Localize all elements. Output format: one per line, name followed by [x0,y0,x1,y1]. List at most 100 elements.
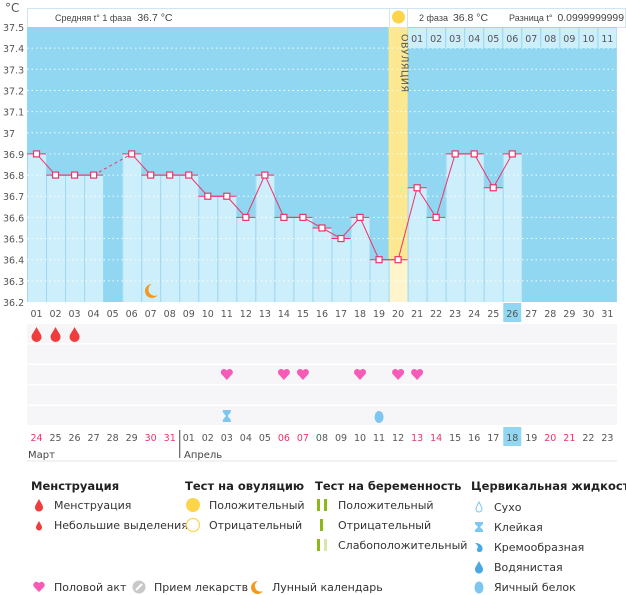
cycle-day-label: 27 [525,309,537,320]
calendar-date-label: 31 [164,433,176,444]
legend-label: Водянистая [494,560,563,574]
empty-drop-icon [475,500,483,513]
legend-cervical-title: Цервикальная жидкость [471,479,626,493]
temperature-point [242,213,250,221]
heart-icon [33,581,45,592]
calendar-date-label: 13 [411,433,423,444]
next-cycle-day-label: 06 [506,34,518,45]
calendar-date-label: 21 [563,433,575,444]
temperature-bar [46,175,66,302]
cycle-day-label: 18 [354,309,366,320]
temperature-bar [27,153,47,302]
one-line-icon [320,519,323,531]
legend-cervical-creamy: Кремообразная [472,540,584,554]
calendar-date-label: 26 [69,433,81,444]
y-tick-label: 36.9 [3,150,24,161]
legend-cervical-watery: Водянистая [472,560,563,574]
legend-label: Отрицательный [338,518,432,532]
heart-icon [411,368,424,380]
temperature-bar [407,187,427,302]
calendar-date-label: 07 [297,433,309,444]
cycle-day-label: 23 [449,309,461,320]
cycle-day-label: 29 [563,309,575,320]
legend-label: Половой акт [54,580,127,594]
cycle-day-label: 04 [88,309,100,320]
y-tick-label: 37.2 [3,86,24,97]
calendar-date-label: 19 [525,433,537,444]
temperature-line [264,174,285,218]
legend-intercourse: Половой акт [32,580,126,594]
temperature-point [166,171,174,179]
calendar-date-label: 16 [468,433,480,444]
temperature-point [299,213,307,221]
temperature-line [435,153,456,218]
legend-label: Сухо [494,500,522,514]
legend-label: Слабоположительный [338,538,468,552]
temperature-bar [312,227,332,302]
current-day-highlight [503,303,522,322]
creamy-icon [475,543,483,553]
calendar-date-label: 24 [30,433,42,444]
calendar-date-label: 10 [354,433,366,444]
symbol-row [27,406,617,425]
temperature-point [32,150,41,158]
month-label: Апрель [184,450,222,461]
legend-pregnancy-negative: Отрицательный [316,518,431,532]
next-cycle-cell [579,28,598,48]
temperature-point [261,171,269,179]
calendar-date-label: 11 [373,433,385,444]
y-tick-label: 36.6 [3,213,24,224]
legend-label: Кремообразная [494,540,585,554]
legend-menstruation: Менструация [32,498,131,512]
y-tick-label: 36.2 [3,298,24,309]
calendar-date-label: 08 [316,433,328,444]
two-lines-icon [317,499,327,511]
next-cycle-day-label: 09 [563,34,575,45]
cycle-day-label: 20 [392,309,404,320]
moon-icon [251,580,263,594]
y-tick-label: 36.3 [3,277,24,288]
cycle-day-label: 17 [335,309,347,320]
legend-pregnancy-test-title: Тест на беременность [315,479,462,493]
cycle-day-label: 19 [373,309,385,320]
temperature-bar [331,238,351,302]
hourglass-icon [475,522,483,532]
calendar-date-label: 05 [259,433,271,444]
phase1-value: 36.7 °C [137,12,173,24]
symbol-row [27,324,617,343]
y-tick-label: 36.7 [3,192,24,203]
cycle-day-label: 13 [259,309,271,320]
phase2-label: 2 фаза [419,13,448,23]
cycle-day-label: 25 [487,309,499,320]
moon-icon [144,284,158,298]
small-drop-icon [36,521,42,531]
temperature-point [223,192,231,200]
next-cycle-cell [465,28,484,48]
temperature-bar [255,175,275,302]
temperature-line [397,187,418,260]
next-cycle-day-label: 10 [582,34,594,45]
calendar-date-label: 02 [202,433,214,444]
temperature-point [147,171,155,179]
next-cycle-cell [560,28,579,48]
temperature-bar [426,217,446,302]
legend-label: Отрицательный [209,518,303,532]
temperature-bar [65,175,85,302]
y-tick-label: 36.5 [3,235,24,246]
temperature-point [413,184,421,192]
cycle-day-label: 07 [145,309,157,320]
temperature-point [489,184,497,192]
cycle-day-label: 30 [582,309,594,320]
blood-drop-icon [31,327,42,342]
temperature-bar [464,153,484,302]
legend-ovulation-test-title: Тест на овуляцию [185,479,305,493]
calendar-date-label: 27 [88,433,100,444]
calendar-date-label: 22 [582,433,594,444]
next-cycle-day-label: 04 [468,34,480,45]
cycle-day-label: 14 [278,309,290,320]
legend-label: Менструация [54,498,132,512]
heart-icon [354,368,367,380]
calendar-date-label: 30 [145,433,157,444]
cycle-day-label: 15 [297,309,309,320]
cycle-day-label: 05 [107,309,119,320]
